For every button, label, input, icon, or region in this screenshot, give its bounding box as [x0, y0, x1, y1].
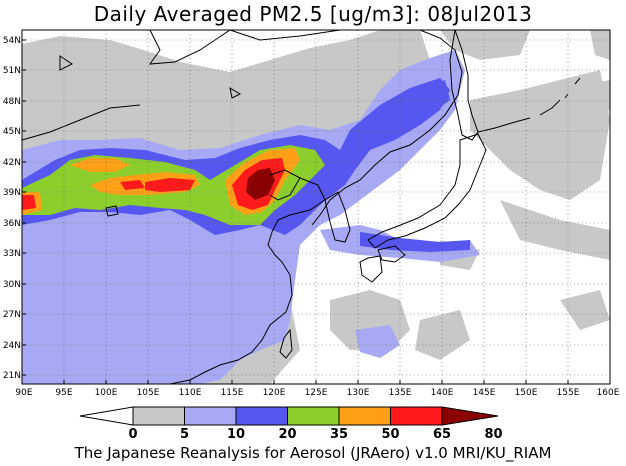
colorbar-segment — [287, 406, 340, 426]
lat-label: 27N — [3, 310, 21, 320]
colorbar-label: 50 — [381, 427, 399, 442]
tick-marks — [22, 39, 569, 384]
lon-label: 100E — [95, 388, 118, 398]
colorbar-segment — [338, 406, 391, 426]
latitude-labels: 54N 51N 48N 45N 42N 39N 36N 33N 30N 27N … — [3, 36, 21, 381]
lon-label: 105E — [137, 388, 160, 398]
lon-label: 150E — [515, 388, 538, 398]
lat-label: 39N — [3, 188, 21, 198]
lat-label: 54N — [3, 36, 21, 46]
colorbar-label: 80 — [484, 427, 502, 442]
colorbar-segment — [184, 406, 237, 426]
grid-lines — [22, 30, 610, 384]
colorbar-segment — [390, 406, 443, 426]
lat-label: 33N — [3, 249, 21, 259]
colorbar-label: 10 — [227, 427, 245, 442]
lon-label: 90E — [15, 388, 32, 398]
colorbar-segment — [132, 406, 185, 426]
lon-label: 115E — [221, 388, 244, 398]
footer-credit: The Japanese Reanalysis for Aerosol (JRA… — [74, 444, 552, 462]
map-title: Daily Averaged PM2.5 [ug/m3]: 08Jul2013 — [93, 2, 533, 26]
lat-label: 48N — [3, 97, 21, 107]
lon-label: 155E — [557, 388, 580, 398]
colorbar-segment — [441, 406, 499, 426]
colorbar-segment — [235, 406, 288, 426]
lat-label: 45N — [3, 127, 21, 137]
lat-label: 36N — [3, 219, 21, 229]
lat-label: 51N — [3, 66, 21, 76]
lon-label: 140E — [431, 388, 454, 398]
lat-label: 30N — [3, 280, 21, 290]
colorbar: 0 5 10 20 35 50 65 80 — [79, 406, 503, 442]
lon-label: 125E — [305, 388, 328, 398]
lon-label: 160E — [597, 388, 620, 398]
lon-label: 95E — [55, 388, 72, 398]
lat-label: 42N — [3, 158, 21, 168]
lon-label: 110E — [179, 388, 202, 398]
coastlines — [22, 30, 581, 384]
lat-label: 24N — [3, 341, 21, 351]
colorbar-label: 20 — [278, 427, 296, 442]
lon-label: 145E — [473, 388, 496, 398]
colorbar-label: 0 — [128, 427, 137, 442]
lon-label: 135E — [389, 388, 412, 398]
colorbar-label: 35 — [330, 427, 348, 442]
lat-label: 21N — [3, 371, 21, 381]
concentration-field — [22, 30, 610, 384]
lon-label: 120E — [263, 388, 286, 398]
colorbar-segment — [79, 406, 134, 426]
longitude-labels: 90E 95E 100E 105E 110E 115E 120E 125E 13… — [15, 388, 619, 398]
lon-label: 130E — [347, 388, 370, 398]
colorbar-label: 5 — [180, 427, 189, 442]
level-above-80 — [246, 168, 275, 200]
colorbar-label: 65 — [433, 427, 451, 442]
